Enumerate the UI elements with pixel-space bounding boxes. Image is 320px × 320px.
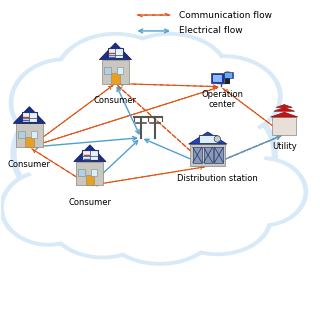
Polygon shape	[13, 107, 45, 123]
Bar	[82, 150, 98, 160]
Ellipse shape	[170, 58, 278, 134]
Ellipse shape	[166, 179, 268, 249]
Text: Consumer: Consumer	[68, 198, 111, 207]
Ellipse shape	[52, 182, 154, 252]
Ellipse shape	[52, 186, 154, 256]
Bar	[104, 68, 111, 75]
Bar	[190, 144, 225, 166]
Bar	[117, 68, 123, 75]
Bar	[204, 147, 212, 163]
Text: Consumer: Consumer	[8, 160, 51, 169]
Bar	[25, 137, 34, 147]
Ellipse shape	[166, 182, 268, 252]
Ellipse shape	[17, 80, 271, 227]
Ellipse shape	[220, 160, 303, 224]
Text: Communication flow: Communication flow	[179, 11, 272, 20]
Ellipse shape	[220, 160, 303, 224]
Bar	[108, 48, 123, 58]
Ellipse shape	[17, 80, 271, 227]
Ellipse shape	[165, 54, 283, 138]
Ellipse shape	[13, 58, 116, 147]
Ellipse shape	[112, 36, 227, 119]
Bar	[214, 147, 223, 163]
Text: Operation
center: Operation center	[201, 90, 243, 109]
Bar	[22, 112, 37, 122]
Bar	[212, 75, 222, 82]
Polygon shape	[74, 145, 106, 162]
Text: Electrical flow: Electrical flow	[179, 27, 243, 36]
Ellipse shape	[106, 192, 214, 262]
Bar	[272, 117, 296, 134]
Bar	[224, 72, 233, 78]
Circle shape	[225, 71, 230, 77]
Ellipse shape	[106, 189, 214, 259]
Polygon shape	[16, 123, 43, 147]
Polygon shape	[225, 76, 230, 84]
Ellipse shape	[9, 57, 120, 148]
Ellipse shape	[47, 182, 158, 260]
Ellipse shape	[53, 32, 178, 123]
Circle shape	[214, 136, 220, 142]
Ellipse shape	[170, 55, 278, 138]
Ellipse shape	[101, 188, 219, 266]
Ellipse shape	[112, 33, 227, 122]
Ellipse shape	[23, 84, 265, 217]
Text: Utility: Utility	[272, 142, 297, 151]
Ellipse shape	[216, 156, 308, 228]
Bar	[199, 134, 217, 143]
Polygon shape	[271, 112, 298, 117]
Bar	[211, 73, 224, 83]
Ellipse shape	[13, 61, 116, 144]
Bar	[92, 169, 97, 176]
Polygon shape	[274, 108, 295, 111]
Text: Distribution station: Distribution station	[177, 174, 258, 183]
Polygon shape	[276, 105, 292, 108]
Ellipse shape	[0, 169, 98, 247]
Polygon shape	[189, 132, 227, 144]
Ellipse shape	[58, 36, 173, 119]
Text: Consumer: Consumer	[94, 96, 137, 105]
Ellipse shape	[58, 33, 173, 122]
Bar	[78, 169, 85, 176]
Polygon shape	[102, 60, 129, 84]
Ellipse shape	[162, 179, 273, 256]
Bar	[193, 147, 202, 163]
Ellipse shape	[4, 173, 93, 243]
Bar	[18, 131, 25, 138]
Ellipse shape	[108, 32, 232, 123]
Polygon shape	[76, 162, 103, 186]
Bar	[111, 73, 120, 84]
Bar	[31, 131, 37, 138]
Ellipse shape	[4, 173, 93, 243]
Polygon shape	[99, 43, 132, 60]
Bar	[86, 175, 94, 186]
Bar	[225, 73, 232, 78]
Ellipse shape	[10, 74, 278, 233]
